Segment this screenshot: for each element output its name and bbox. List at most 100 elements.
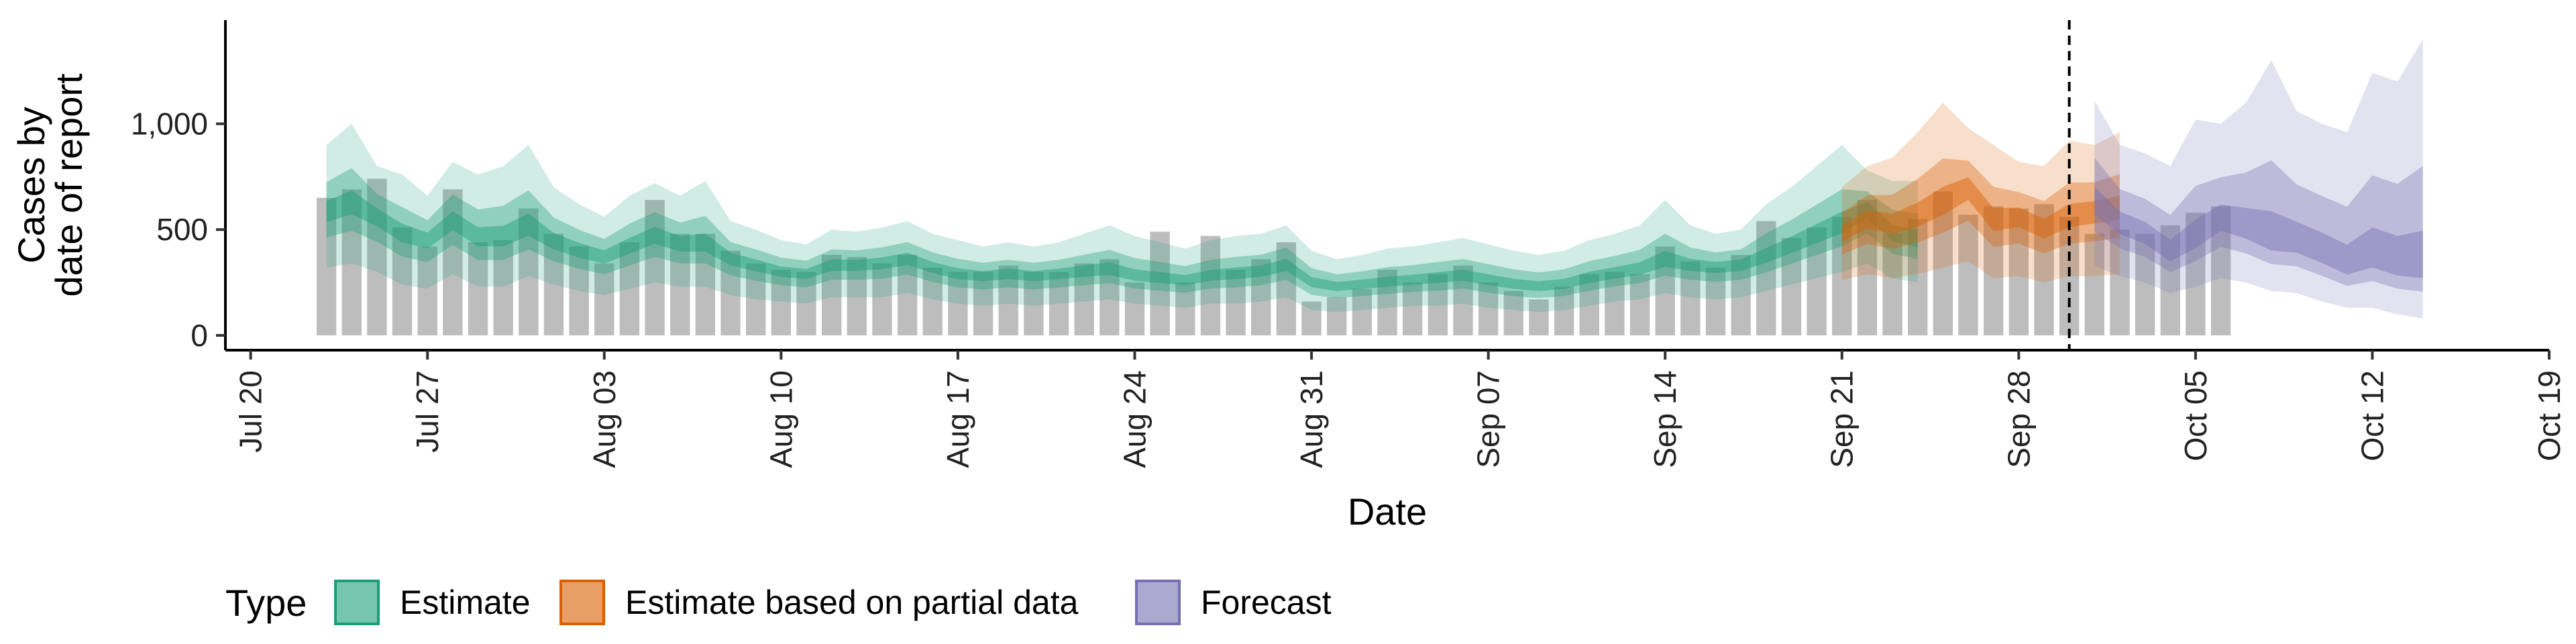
bar [1276, 242, 1297, 335]
bar [1908, 219, 1928, 335]
bar [897, 255, 918, 335]
bar [821, 255, 842, 335]
legend-title: Type [225, 582, 307, 624]
bar [1731, 255, 1751, 335]
y-axis-title-line: Cases by [10, 107, 52, 263]
bar [2110, 229, 2130, 335]
bar [1503, 290, 1523, 335]
bar [1807, 227, 1827, 335]
bar [847, 257, 867, 335]
bar [468, 242, 488, 335]
bar [1453, 265, 1473, 335]
bar [1150, 231, 1170, 335]
x-tick-label: Aug 10 [763, 370, 798, 468]
bar [1377, 270, 1397, 335]
bar [746, 263, 766, 335]
legend-key [1135, 580, 1181, 625]
bar [1882, 233, 1902, 335]
bar [796, 272, 816, 335]
legend-label: Estimate based on partial data [625, 584, 1079, 621]
bar [1857, 200, 1878, 335]
bar [771, 270, 792, 335]
bar [1024, 272, 1044, 335]
bar [417, 246, 437, 335]
bar [1832, 217, 1852, 335]
y-tick-label: 0 [191, 318, 208, 353]
bar [1933, 191, 1953, 335]
estimate-based-on-partial-data-band-50 [1841, 158, 2120, 255]
bar [1529, 299, 1549, 335]
bar [493, 240, 513, 335]
bar [1756, 221, 1776, 335]
y-axis-title-line: date of report [48, 73, 90, 297]
bar [1579, 274, 1599, 335]
bar [1554, 286, 1574, 335]
bar [670, 233, 690, 335]
bar [2008, 208, 2029, 335]
bar [519, 208, 539, 335]
estimate-band-20 [326, 191, 1918, 291]
bar [619, 242, 640, 335]
x-tick-label: Oct 12 [2355, 370, 2390, 462]
bars-layer [316, 178, 2231, 335]
bar [1226, 270, 1246, 335]
x-tick-label: Aug 03 [587, 370, 622, 468]
bar [1680, 261, 1701, 335]
bar [1629, 274, 1650, 335]
bar [1352, 288, 1373, 335]
x-tick-label: Oct 05 [2178, 370, 2213, 462]
bar [1099, 259, 1120, 335]
axes-layer: 0 500 1,000 Jul 20 Jul 27 Aug 03 Aug 10 Aug 17 A… [131, 20, 2567, 468]
x-tick-label: Jul 27 [410, 370, 445, 453]
legend-label: Estimate [400, 584, 531, 621]
bar [2160, 225, 2180, 335]
bar [1402, 282, 1423, 335]
estimate-based-on-partial-data-band-20 [1841, 177, 2120, 242]
bar [973, 272, 994, 335]
x-tick-label: Sep 14 [1648, 370, 1682, 468]
bar [1958, 215, 1978, 335]
bar [1705, 268, 1726, 335]
legend: Type Estimate Estimate based on partial da… [225, 580, 1332, 625]
bar [569, 246, 589, 335]
x-tick-label: Oct 19 [2532, 370, 2567, 462]
bar [1478, 282, 1499, 335]
forecast-band-90 [2094, 39, 2423, 319]
x-axis-title: Date [1348, 490, 1427, 533]
bar [998, 265, 1018, 335]
bar [1983, 206, 2004, 335]
bar [1605, 272, 1625, 335]
bar [2210, 206, 2231, 335]
bar [1327, 297, 1347, 335]
x-tick-label: Aug 31 [1294, 370, 1329, 468]
bar [1428, 274, 1448, 335]
bar [872, 263, 892, 335]
y-tick-label: 500 [156, 212, 208, 247]
legend-label: Forecast [1201, 584, 1332, 621]
x-tick-label: Aug 17 [941, 370, 975, 468]
x-tick-label: Sep 28 [2001, 370, 2036, 468]
bar [594, 263, 614, 335]
bar [922, 268, 943, 335]
bar [2084, 233, 2104, 335]
bar [392, 227, 413, 335]
bands-layer [326, 39, 2423, 319]
forecast-band-20 [2094, 186, 2423, 278]
estimate-band-50 [326, 168, 1918, 299]
estimate-band-90 [326, 123, 1918, 313]
forecast-band-50 [2094, 157, 2423, 292]
bar [2186, 213, 2206, 335]
legend-key [334, 580, 380, 625]
bar [720, 250, 741, 335]
bar [2034, 204, 2054, 335]
bar [695, 233, 716, 335]
bar [543, 233, 564, 335]
bar [341, 189, 362, 335]
estimate-based-on-partial-data-band-90 [1841, 103, 2120, 283]
bar [1655, 246, 1675, 335]
bar [1074, 263, 1094, 335]
x-tick-label: Sep 07 [1471, 370, 1506, 468]
bar [1200, 235, 1221, 335]
